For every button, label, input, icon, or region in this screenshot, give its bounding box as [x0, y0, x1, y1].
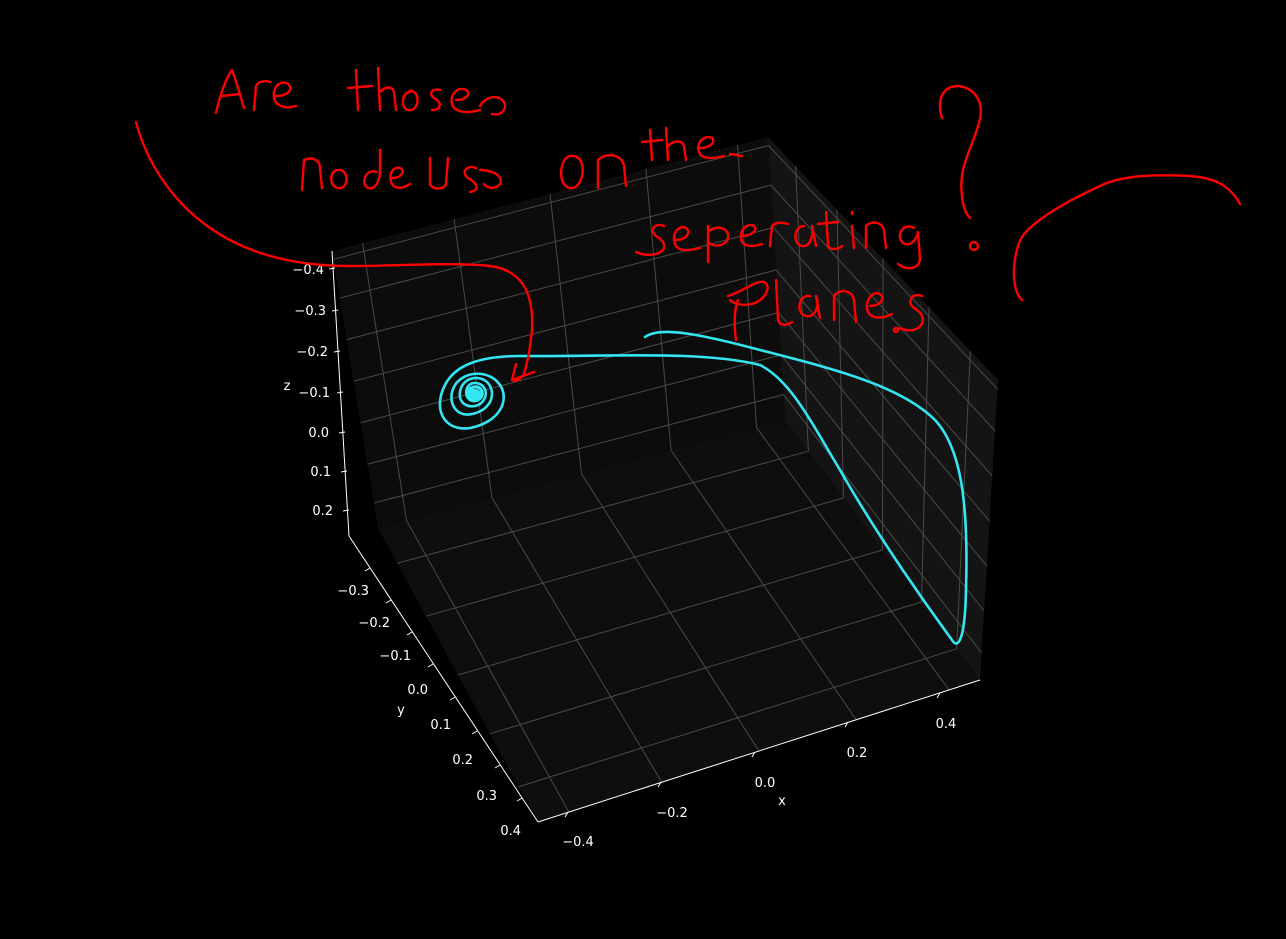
x-tick-label: −0.4	[562, 835, 594, 850]
grid-line	[921, 307, 930, 603]
grid-line	[670, 449, 857, 721]
x-axis-label: x	[778, 794, 786, 809]
trajectory-series	[438, 330, 968, 645]
y-tick-mark	[449, 696, 456, 701]
z-axis-label: z	[284, 379, 291, 394]
grid-line	[406, 520, 570, 813]
floor-pane	[378, 420, 980, 822]
y-tick-labels: −0.3 −0.2 −0.1 0.0 0.1 0.2 0.3 0.4	[337, 584, 521, 839]
z-tick-mark	[333, 350, 341, 353]
panes	[332, 137, 998, 822]
x-tick-mark	[564, 811, 569, 818]
z-tick-label: 0.1	[310, 465, 331, 480]
spiral-focus	[469, 389, 481, 401]
x-tick-mark	[844, 721, 849, 728]
handwritten-annotation	[134, 66, 1242, 382]
grid-line	[836, 209, 844, 499]
left-pane	[332, 137, 785, 528]
z-tick-mark	[336, 391, 344, 394]
z-tick-mark	[342, 509, 350, 512]
z-tick-mark	[340, 470, 348, 473]
y-tick-label: 0.4	[500, 824, 521, 839]
x-tick-labels: −0.4 −0.2 0.0 0.2 0.4	[562, 717, 956, 850]
y-tick-mark	[494, 764, 501, 769]
grid-line	[491, 497, 663, 783]
y-tick-mark	[406, 631, 413, 636]
z-tick-label: −0.3	[294, 304, 326, 319]
y-tick-label: 0.2	[452, 753, 473, 768]
y-tick-label: −0.3	[337, 584, 369, 599]
grid-line	[549, 193, 582, 475]
z-tick-label: −0.2	[296, 345, 328, 360]
grid-line	[795, 166, 809, 452]
z-tick-mark	[331, 309, 339, 312]
z-tick-label: 0.0	[308, 426, 329, 441]
y-tick-mark	[516, 797, 523, 802]
z-tick-label: 0.2	[312, 504, 333, 519]
x-tick-mark	[751, 751, 756, 758]
x-axis-line	[537, 679, 981, 823]
grid-line	[882, 258, 884, 551]
grid-line	[756, 427, 950, 691]
grid-line	[362, 242, 407, 521]
y-tick-label: 0.1	[430, 718, 451, 733]
x-tick-label: 0.0	[755, 776, 776, 791]
x-tick-mark	[657, 781, 662, 788]
trajectory-line	[438, 330, 968, 645]
z-axis-line	[331, 250, 350, 537]
y-axis-label: y	[397, 703, 405, 718]
z-tick-label: −0.4	[292, 263, 324, 278]
y-tick-label: −0.1	[379, 649, 411, 664]
x-tick-label: 0.4	[936, 717, 957, 732]
z-tick-mark	[338, 431, 346, 434]
grid-line	[645, 168, 672, 451]
x-tick-label: −0.2	[656, 806, 688, 821]
z-tick-mark	[328, 267, 336, 270]
y-tick-mark	[427, 663, 434, 668]
z-tick-labels: −0.4 −0.3 −0.2 −0.1 0.0 0.1 0.2	[292, 263, 333, 519]
y-tick-label: 0.3	[476, 789, 497, 804]
axis-spines	[331, 250, 981, 823]
grid-line	[581, 473, 760, 752]
x-tick-mark	[936, 692, 941, 699]
tick-marks	[328, 267, 941, 818]
y-axis-line	[348, 535, 539, 823]
x-tick-label: 0.2	[847, 746, 868, 761]
y-tick-label: −0.2	[358, 616, 390, 631]
z-tick-label: −0.1	[298, 386, 330, 401]
y-tick-mark	[385, 599, 392, 604]
y-tick-mark	[364, 567, 371, 572]
y-tick-label: 0.0	[407, 683, 428, 698]
y-tick-mark	[471, 730, 478, 735]
